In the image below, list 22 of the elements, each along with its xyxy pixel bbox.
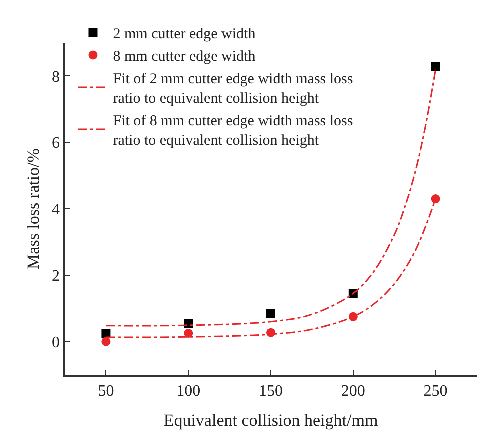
y-tick-label: 8 bbox=[52, 68, 60, 86]
point bbox=[431, 62, 440, 72]
y-tick-label: 2 bbox=[52, 268, 60, 285]
legend-label: 8 mm cutter edge width bbox=[113, 49, 256, 66]
x-tick-label: 200 bbox=[341, 382, 366, 400]
point bbox=[102, 329, 111, 338]
y-tick-label: 0 bbox=[52, 334, 60, 352]
x-tick-label: 150 bbox=[259, 382, 283, 400]
point bbox=[266, 309, 276, 318]
point bbox=[431, 194, 440, 204]
y-axis-title: Mass loss ratio/% bbox=[24, 148, 44, 270]
x-tick-label: 50 bbox=[98, 382, 114, 400]
point bbox=[184, 329, 194, 338]
legend-label: 2 mm cutter edge width bbox=[113, 26, 256, 43]
legend-label: Fit of 8 mm cutter edge width mass loss ratio to equivalent collision height bbox=[113, 114, 354, 150]
y-tick-label: 4 bbox=[52, 202, 60, 219]
x-tick-label: 100 bbox=[176, 382, 201, 400]
point bbox=[102, 337, 111, 346]
y-tick-label: 6 bbox=[52, 135, 60, 152]
legend-label: Fit of 2 mm cutter edge width mass loss ratio to equivalent collision height bbox=[113, 72, 354, 108]
x-axis-title: Equivalent collision height/mm bbox=[164, 410, 378, 430]
x-tick-label: 250 bbox=[424, 382, 448, 400]
